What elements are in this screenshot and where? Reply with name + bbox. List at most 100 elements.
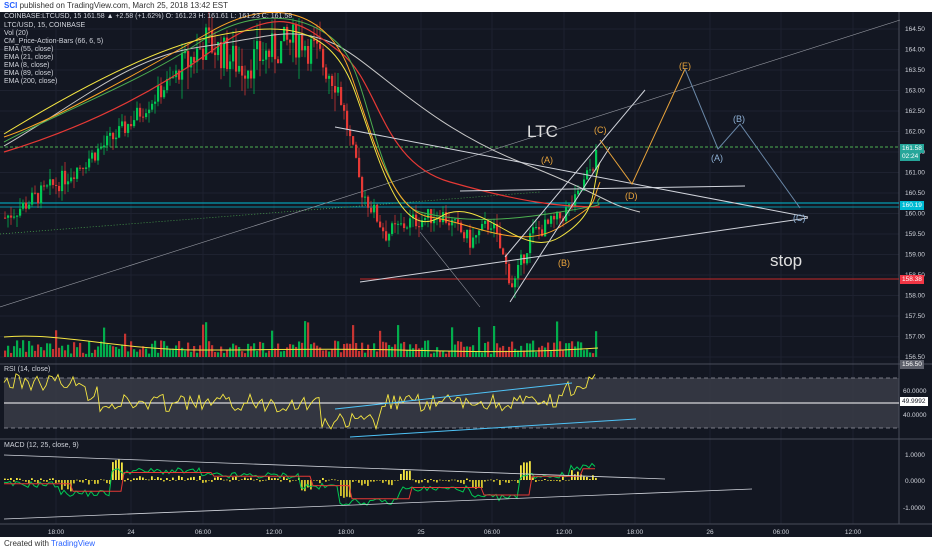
candle-body: [250, 70, 253, 79]
time-axis[interactable]: 18:00 24 06:00 12:00 18:00 25 06:00 12:00 18:00 2…: [48, 529, 862, 536]
volume-bar: [214, 351, 217, 357]
macd-hist-bar: [82, 480, 84, 483]
volume-bar: [418, 348, 421, 357]
wave-label-c-blue: (C): [793, 213, 806, 223]
candle-body: [115, 137, 118, 140]
volume-bar: [304, 321, 307, 357]
macd-hist-bar: [205, 480, 207, 483]
volume-bar: [238, 347, 241, 357]
volume-bar: [13, 346, 16, 357]
candle-body: [34, 192, 37, 194]
macd-hist-bar: [202, 480, 204, 483]
volume-bar: [127, 351, 130, 357]
candle-body: [505, 254, 508, 264]
candle-body: [472, 237, 475, 248]
candle-body: [229, 61, 232, 70]
volume-bar: [40, 347, 43, 357]
candle-body: [514, 278, 517, 288]
macd-hist-bar: [382, 480, 384, 483]
symbol-line: COINBASE:LTCUSD, 15 161.58 ▲ +2.58 (+1.6…: [4, 13, 293, 20]
ema-200-line: [3, 33, 641, 213]
chart-canvas[interactable]: LTC stop (E) (C) (A) (D) (B) (B) (A) (C)…: [0, 12, 932, 537]
indicator-vol: Vol (20): [4, 30, 29, 37]
candle-body: [16, 215, 19, 217]
volume-bar: [514, 348, 517, 357]
candle-body: [274, 33, 277, 60]
volume-bar: [16, 340, 19, 357]
macd-hist-bar: [511, 480, 513, 481]
candle-body: [388, 234, 391, 241]
candle-body: [277, 59, 280, 64]
volume-bar: [475, 352, 478, 357]
macd-hist-bar: [307, 480, 309, 488]
macd-hist-bar: [355, 480, 357, 481]
macd-hist-bar: [160, 478, 162, 480]
volume-bar: [235, 345, 238, 357]
candle-body: [304, 46, 307, 51]
volume-bar: [550, 351, 553, 357]
macd-hist-bar: [268, 476, 270, 480]
candle-body: [94, 152, 97, 161]
macd-hist-bar: [55, 480, 57, 483]
volume-bar: [19, 348, 22, 357]
volume-bar: [532, 340, 535, 357]
candle-body: [238, 65, 241, 72]
long-trend-line: [0, 19, 901, 308]
candle-body: [541, 229, 544, 237]
volume-bar: [592, 353, 595, 357]
macd-hist-bar: [346, 480, 348, 497]
volume-bar: [547, 342, 550, 357]
macd-hist-bar: [79, 480, 81, 482]
volume-bar: [595, 331, 598, 357]
macd-hist-bar: [562, 476, 564, 480]
volume-bar: [328, 351, 331, 357]
volume-bar: [379, 330, 382, 357]
macd-hist-bar: [178, 475, 180, 480]
macd-hist-bar: [10, 477, 12, 480]
volume-bar: [367, 344, 370, 357]
candle-body: [7, 215, 10, 218]
price-tag: 161.58: [900, 144, 924, 154]
macd-hist-bar: [517, 480, 519, 483]
volume-bar: [589, 352, 592, 357]
macd-hist-bar: [22, 480, 24, 481]
price-pane-title: LTC/USD, 15, COINBASE: [4, 22, 86, 29]
macd-hist-bar: [28, 480, 30, 484]
tradingview-brand[interactable]: TradingView: [51, 539, 96, 548]
macd-hist-bar: [94, 480, 96, 484]
macd-hist-bar: [553, 480, 555, 481]
volume-bar: [103, 327, 106, 357]
volume-bar: [151, 343, 154, 357]
stop-text: stop: [770, 251, 802, 270]
candle-body: [550, 216, 553, 224]
wave-label-a-orange: (A): [541, 155, 553, 165]
volume-bar: [166, 345, 169, 357]
candle-body: [499, 233, 502, 249]
macd-hist-bar: [49, 478, 51, 480]
candle-body: [184, 51, 187, 54]
candle-body: [430, 209, 433, 224]
volume-bar: [223, 352, 226, 357]
volume-bar: [529, 343, 532, 357]
candle-body: [334, 86, 337, 93]
candle-body: [22, 202, 25, 209]
volume-bar: [541, 345, 544, 357]
candle-body: [595, 149, 598, 171]
macd-hist-bar: [580, 474, 582, 480]
macd-hist-bar: [556, 480, 558, 481]
volume-bar: [487, 341, 490, 357]
price-tick-label: 157.50: [905, 313, 925, 320]
candle-body: [403, 223, 406, 229]
candle-body: [511, 283, 514, 288]
volume-bar: [376, 351, 379, 357]
candle-body: [271, 33, 274, 57]
macd-hist-bar: [76, 479, 78, 481]
volume-bar: [34, 350, 37, 357]
rsi-trendline-lower: [349, 418, 637, 438]
macd-hist-bar: [271, 478, 273, 480]
macd-hist-bar: [148, 479, 150, 481]
candle-body: [340, 87, 343, 105]
macd-hist-bar: [454, 479, 456, 481]
volume-bar: [490, 353, 493, 357]
macd-hist-bar: [25, 480, 27, 482]
